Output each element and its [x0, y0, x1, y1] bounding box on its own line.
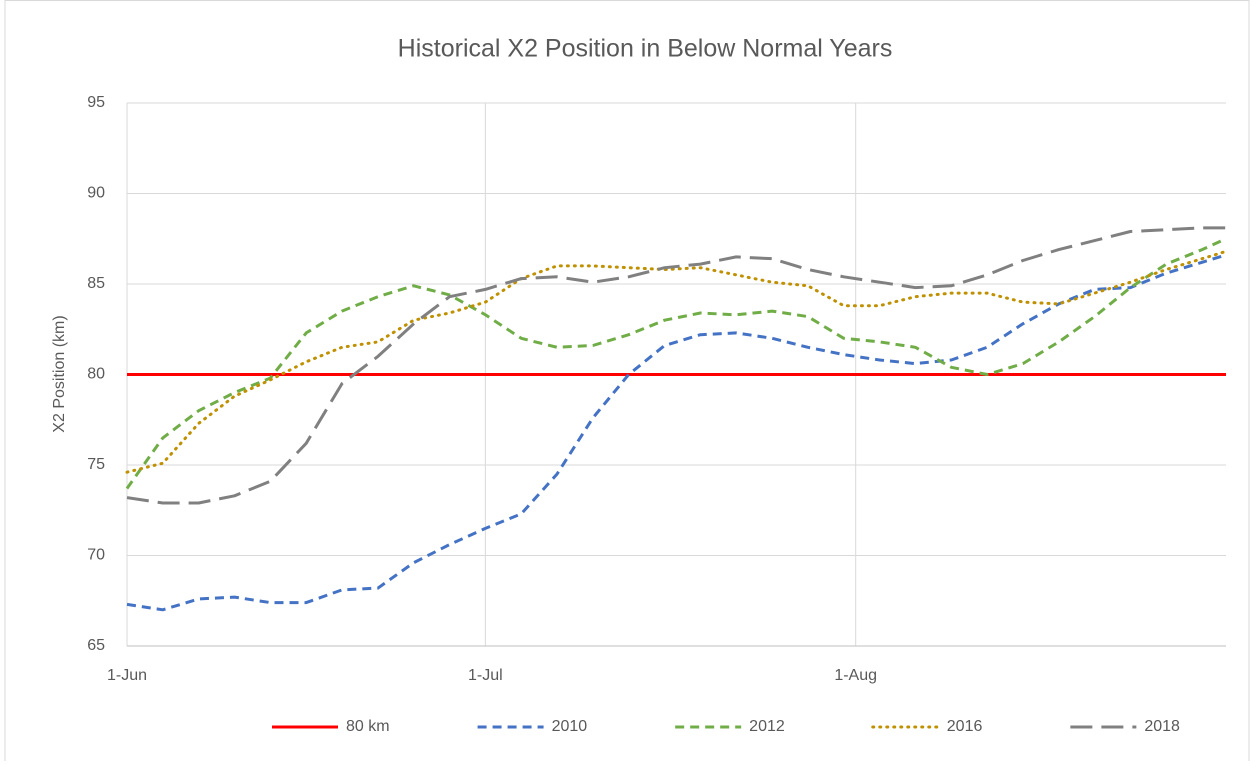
- legend-label: 2016: [947, 718, 983, 735]
- series-line: [125, 237, 1227, 490]
- legend-label: 2010: [552, 718, 588, 735]
- series-line: [126, 226, 1226, 505]
- x-tick-label: 1-Aug: [834, 667, 877, 684]
- x-tick-label: 1-Jul: [468, 667, 503, 684]
- chart-title: Historical X2 Position in Below Normal Y…: [398, 35, 893, 63]
- y-tick-label: 80: [87, 366, 105, 383]
- y-tick-label: 75: [87, 456, 105, 473]
- y-tick-label: 95: [87, 94, 105, 111]
- legend-label: 80 km: [346, 718, 390, 735]
- y-tick-label: 70: [87, 547, 105, 564]
- y-tick-label: 65: [87, 637, 105, 654]
- chart-frame: [4, 0, 1250, 766]
- legend-label: 2012: [749, 718, 785, 735]
- y-tick-label: 90: [87, 185, 105, 202]
- series-line: [126, 253, 1227, 612]
- y-tick-label: 85: [87, 275, 105, 292]
- y-axis-label: X2 Position (km): [51, 315, 68, 432]
- legend-label: 2018: [1144, 718, 1180, 735]
- x-tick-label: 1-Jun: [107, 667, 147, 684]
